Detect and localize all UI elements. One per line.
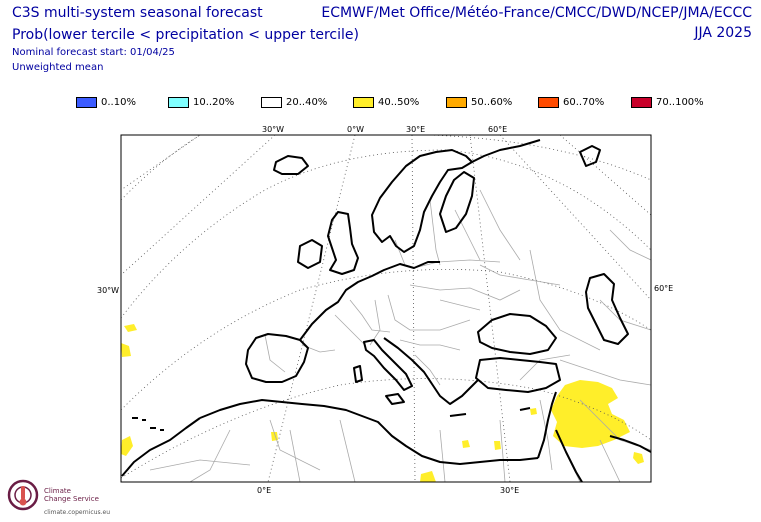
- coast-finland: [439, 171, 475, 233]
- coast-canaries: [150, 427, 164, 431]
- legend-label: 0..10%: [101, 97, 136, 108]
- coast-black-sea: [477, 313, 557, 355]
- lon-label-bottom-1: 0°E: [257, 486, 271, 495]
- coast-turkey: [475, 357, 561, 393]
- mean-note: Unweighted mean: [12, 62, 104, 73]
- coast-balkans: [383, 337, 479, 405]
- legend-swatch: [353, 97, 374, 108]
- lat-label-left: 30°W: [97, 286, 119, 295]
- season-label: JJA 2025: [694, 25, 752, 41]
- coast-atlantic-africa: [121, 417, 201, 477]
- country-borders: [149, 189, 651, 482]
- fill-area-cyprus: [530, 408, 537, 415]
- coast-red-sea: [555, 429, 583, 482]
- legend-swatch: [538, 97, 559, 108]
- coast-sardinia: [353, 365, 363, 383]
- copernicus-logo: Climate Change Service climate.copernicu…: [6, 478, 136, 518]
- fill-area-mediterranean: [462, 440, 470, 448]
- coast-ireland: [297, 239, 323, 269]
- legend-swatch: [446, 97, 467, 108]
- logo-text-line1: Climate: [44, 487, 71, 495]
- map-frame: [120, 134, 652, 483]
- coast-azores: [132, 417, 146, 421]
- coast-iceland: [273, 155, 309, 175]
- map-title: C3S multi-system seasonal forecast: [12, 5, 263, 21]
- legend-swatch: [261, 97, 282, 108]
- lat-label-right: 60°E: [654, 284, 673, 293]
- legend-label: 20..40%: [286, 97, 328, 108]
- coast-persian-gulf: [609, 435, 651, 453]
- logo-url: climate.copernicus.eu: [44, 509, 111, 516]
- legend-swatch: [168, 97, 189, 108]
- lon-label-top-2: 0°W: [347, 125, 364, 134]
- lon-label-top-1: 30°W: [262, 125, 284, 134]
- legend-label: 40..50%: [378, 97, 420, 108]
- map-subtitle: Prob(lower tercile < precipitation < upp…: [12, 27, 359, 43]
- logo-text-line2: Change Service: [44, 495, 99, 503]
- legend-label: 50..60%: [471, 97, 513, 108]
- climate-service-logo-icon: [7, 479, 39, 511]
- coast-north-africa: [199, 399, 539, 465]
- lon-label-bottom-2: 30°E: [500, 486, 519, 495]
- coast-crete: [449, 413, 467, 417]
- coastlines: [121, 139, 651, 482]
- fill-area-atlantic-islands-1: [121, 343, 131, 357]
- fill-area-east-edge: [633, 452, 644, 464]
- fill-area-north-africa: [494, 441, 501, 450]
- coast-scandinavia: [371, 149, 473, 253]
- fill-area-atlantic-islands-2: [124, 324, 137, 332]
- coast-iberia: [245, 333, 309, 383]
- coast-italy: [363, 339, 413, 391]
- legend-swatch: [76, 97, 97, 108]
- systems-list: ECMWF/Met Office/Météo-France/CMCC/DWD/N…: [321, 5, 752, 21]
- forecast-start-note: Nominal forecast start: 01/04/25: [12, 47, 175, 58]
- coast-cyprus: [519, 407, 531, 411]
- legend-label: 10..20%: [193, 97, 235, 108]
- probability-legend: 0..10% 10..20% 20..40% 40..50% 50..60% 6…: [76, 96, 716, 110]
- legend-swatch: [631, 97, 652, 108]
- probability-fill-areas: [121, 324, 644, 482]
- coast-caspian: [585, 273, 629, 345]
- fill-area-middle-east: [551, 380, 630, 448]
- lon-label-top-3: 30°E: [406, 125, 425, 134]
- legend-label: 60..70%: [563, 97, 605, 108]
- coast-arctic: [471, 139, 541, 163]
- fill-area-libya: [420, 471, 436, 482]
- fill-area-west-africa: [121, 436, 133, 456]
- coast-novaya-zemlya: [579, 145, 601, 167]
- coast-levant: [537, 391, 557, 459]
- coast-great-britain: [327, 211, 359, 275]
- graticule: [121, 135, 651, 482]
- legend-label: 70..100%: [656, 97, 704, 108]
- coast-continent-north: [299, 261, 440, 341]
- coast-sicily: [385, 393, 405, 405]
- lon-label-top-4: 60°E: [488, 125, 507, 134]
